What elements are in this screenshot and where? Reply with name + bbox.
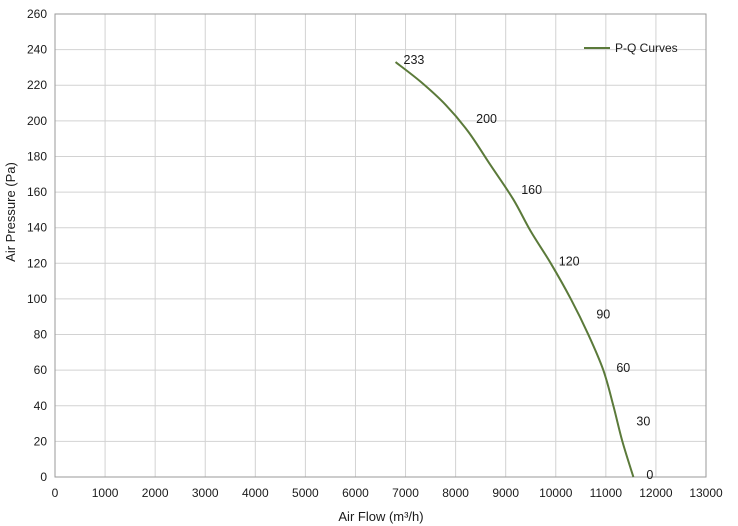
grid: [54, 13, 707, 478]
point-label: 30: [636, 415, 650, 429]
x-tick-label: 12000: [639, 486, 673, 500]
y-tick-label: 40: [34, 399, 48, 413]
y-tick-label: 160: [27, 185, 47, 199]
x-axis-ticks: 0 1000 2000 3000 4000 5000 6000 7000 8000 9000 100…: [52, 486, 723, 500]
x-tick-label: 13000: [689, 486, 723, 500]
y-tick-label: 260: [27, 7, 47, 21]
y-tick-label: 180: [27, 149, 47, 163]
series-line-pq-curves: [394, 61, 635, 478]
x-tick-label: 10000: [539, 486, 573, 500]
x-tick-label: 5000: [292, 486, 319, 500]
x-tick-label: 1000: [92, 486, 119, 500]
series-layer: [394, 61, 635, 478]
x-tick-label: 0: [52, 486, 59, 500]
x-axis-title: Air Flow (m³/h): [338, 509, 423, 524]
point-label: 0: [646, 468, 653, 482]
point-label: 60: [616, 361, 630, 375]
point-label: 160: [521, 183, 542, 197]
point-label: 200: [476, 112, 497, 126]
x-tick-label: 9000: [492, 486, 519, 500]
y-tick-label: 80: [34, 328, 48, 342]
x-tick-label: 6000: [342, 486, 369, 500]
y-axis-title: Air Pressure (Pa): [3, 162, 18, 262]
plot-frame: [54, 13, 707, 478]
y-tick-label: 60: [34, 363, 48, 377]
y-tick-label: 0: [40, 470, 47, 484]
y-tick-label: 20: [34, 434, 48, 448]
y-tick-label: 200: [27, 114, 47, 128]
x-tick-label: 8000: [442, 486, 469, 500]
x-tick-label: 2000: [142, 486, 169, 500]
y-tick-label: 240: [27, 43, 47, 57]
x-tick-label: 4000: [242, 486, 269, 500]
point-label: 233: [404, 53, 425, 67]
y-tick-label: 100: [27, 292, 47, 306]
y-tick-label: 140: [27, 221, 47, 235]
y-tick-label: 220: [27, 78, 47, 92]
x-tick-label: 11000: [590, 486, 623, 500]
x-tick-label: 3000: [192, 486, 219, 500]
y-tick-label: 120: [27, 256, 47, 270]
point-label: 90: [596, 308, 610, 322]
legend: P-Q Curves: [584, 41, 678, 55]
point-label: 120: [559, 254, 580, 268]
point-labels: 233 200 160 120 90 60 30 0: [404, 53, 654, 482]
y-axis-ticks: 0 20 40 60 80 100 120 140 160 180 200 220 240 260: [27, 7, 47, 484]
x-tick-label: 7000: [392, 486, 419, 500]
legend-label-pq-curves: P-Q Curves: [615, 41, 678, 55]
